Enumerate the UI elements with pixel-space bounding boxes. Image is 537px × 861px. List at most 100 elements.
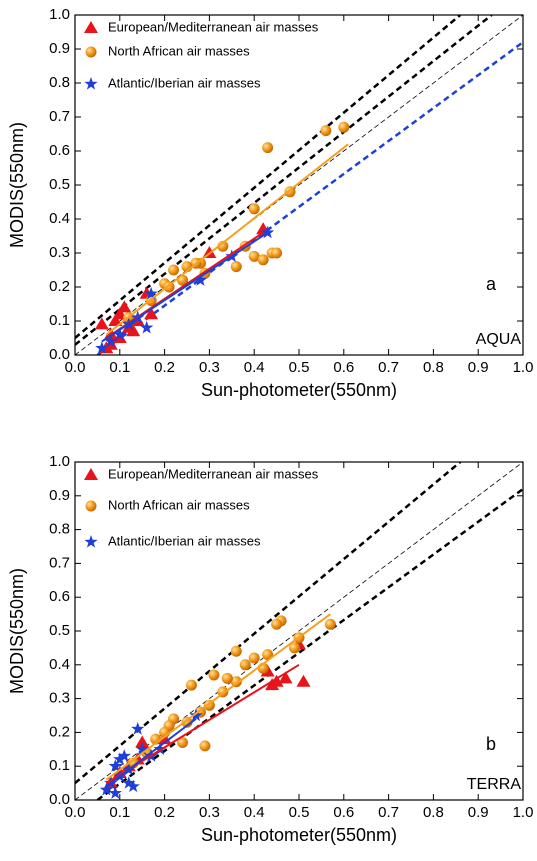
circle-marker (257, 254, 269, 266)
triangle-marker (117, 300, 132, 313)
circle-marker (239, 659, 251, 671)
panel-label: a (486, 274, 497, 294)
star-marker (193, 273, 208, 286)
y-tick-label: 0.8 (49, 74, 70, 91)
x-tick-label: 0.9 (468, 359, 489, 376)
circle-marker (248, 652, 260, 664)
legend-label: Atlantic/Iberian air masses (108, 533, 261, 548)
x-tick-label: 0.3 (199, 804, 220, 821)
circle-marker (221, 672, 233, 684)
star-marker (99, 782, 114, 796)
legend-swatch (84, 21, 98, 33)
star-marker (144, 286, 158, 300)
star-marker (189, 708, 203, 722)
triangle-marker (126, 324, 141, 337)
y-tick-label: 0.4 (49, 210, 70, 227)
circle-marker (271, 618, 283, 630)
y-tick-label: 0.7 (49, 108, 70, 125)
x-tick-label: 0.8 (423, 359, 444, 376)
x-tick-label: 0.4 (244, 804, 265, 821)
x-tick-label: 0.8 (423, 804, 444, 821)
y-tick-label: 0.5 (49, 176, 70, 193)
y-tick-label: 0.1 (49, 312, 70, 329)
x-tick-label: 0.5 (289, 359, 310, 376)
triangle-marker (278, 671, 293, 684)
triangle-marker (108, 314, 123, 326)
star-marker (153, 742, 167, 755)
x-axis-label: Sun-photometer(550nm) (201, 825, 397, 845)
y-tick-label: 0.2 (49, 278, 70, 295)
triangle-marker (94, 317, 109, 330)
y-tick-label: 0.5 (49, 622, 70, 639)
x-tick-label: 1.0 (513, 804, 534, 821)
instrument-label: TERRA (467, 776, 522, 793)
circle-marker (199, 740, 211, 752)
triangle-marker (112, 307, 127, 320)
legend-swatch (84, 535, 98, 548)
x-tick-label: 0.4 (244, 359, 265, 376)
y-tick-label: 0.3 (49, 244, 70, 261)
triangle-marker (144, 307, 159, 320)
star-marker (113, 752, 127, 766)
legend-label: North African air masses (108, 43, 250, 58)
y-axis-label: MODIS(550nm) (7, 568, 27, 694)
fit-line (105, 718, 197, 788)
plot-area (75, 462, 523, 800)
circle-marker (217, 240, 229, 252)
star-marker (135, 742, 149, 755)
x-tick-label: 0.9 (468, 804, 489, 821)
reference-line (75, 15, 523, 355)
x-tick-label: 0.0 (65, 804, 86, 821)
reference-line (75, 15, 493, 346)
y-tick-label: 1.0 (49, 6, 70, 23)
star-marker (104, 334, 118, 348)
y-tick-label: 0.9 (49, 487, 70, 504)
legend-label: Atlantic/Iberian air masses (108, 75, 261, 90)
legend-swatch (85, 500, 97, 512)
legend-swatch (84, 77, 98, 90)
y-axis-label: MODIS(550nm) (7, 122, 27, 248)
circle-marker (168, 264, 180, 276)
legend-label: European/Mediterranean air masses (108, 19, 319, 34)
x-tick-label: 0.2 (154, 804, 175, 821)
x-tick-label: 0.1 (109, 359, 130, 376)
x-axis-label: Sun-photometer(550nm) (201, 380, 397, 400)
circle-marker (271, 247, 283, 259)
star-marker (122, 776, 136, 789)
y-tick-label: 0.0 (49, 791, 70, 808)
fit-line (101, 231, 269, 343)
circle-marker (262, 142, 274, 154)
circle-marker (177, 737, 189, 749)
circle-marker (248, 203, 260, 215)
circle-marker (230, 645, 242, 657)
x-tick-label: 0.7 (378, 804, 399, 821)
reference-line (75, 15, 462, 339)
circle-marker (181, 716, 193, 728)
star-marker (108, 759, 122, 772)
instrument-label: AQUA (476, 331, 522, 348)
y-tick-label: 0.7 (49, 554, 70, 571)
y-tick-label: 0.2 (49, 723, 70, 740)
x-tick-label: 0.5 (289, 804, 310, 821)
x-tick-label: 0.0 (65, 359, 86, 376)
circle-marker (248, 250, 260, 262)
circle-marker (324, 618, 336, 630)
star-marker (95, 341, 109, 354)
star-marker (117, 749, 131, 762)
star-marker (140, 320, 154, 334)
plot-area (75, 15, 523, 355)
star-marker (113, 327, 127, 341)
y-tick-label: 0.8 (49, 521, 70, 538)
star-marker (108, 786, 122, 799)
circle-marker (289, 642, 301, 654)
x-tick-label: 0.2 (154, 359, 175, 376)
x-tick-label: 0.7 (378, 359, 399, 376)
star-marker (260, 225, 275, 239)
y-tick-label: 0.9 (49, 40, 70, 57)
triangle-marker (269, 674, 284, 687)
legend-swatch (85, 46, 97, 58)
fit-line (105, 143, 349, 336)
legend-label: North African air masses (108, 497, 250, 512)
